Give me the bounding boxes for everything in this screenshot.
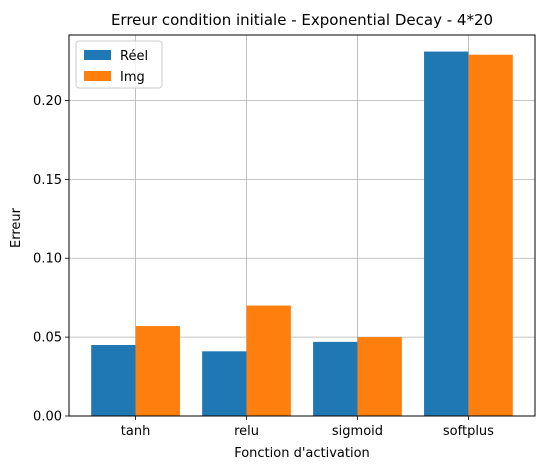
y-tick-label: 0.10: [33, 252, 62, 267]
y-tick-label: 0.00: [33, 410, 62, 425]
y-tick-label: 0.20: [33, 94, 62, 109]
legend-swatch: [84, 71, 111, 81]
x-tick-label: sigmoid: [332, 424, 383, 439]
legend: Réel Img: [75, 40, 163, 89]
y-axis: 0.00 0.05 0.10 0.15 0.20: [33, 94, 69, 425]
x-axis: tanh relu sigmoid softplus: [121, 416, 494, 439]
bar: [424, 51, 469, 416]
x-tick-label: relu: [234, 424, 259, 439]
bar: [135, 326, 180, 416]
legend-label: Img: [120, 70, 145, 85]
bar: [246, 305, 291, 416]
bar: [313, 341, 358, 416]
x-tick-label: softplus: [443, 424, 494, 439]
y-tick-label: 0.15: [33, 173, 62, 188]
legend-label: Réel: [120, 49, 148, 64]
x-tick-label: tanh: [121, 424, 151, 439]
legend-swatch: [84, 50, 111, 60]
bar: [357, 337, 402, 416]
y-tick-label: 0.05: [33, 331, 62, 346]
y-axis-label: Erreur: [9, 207, 24, 248]
bar: [202, 351, 247, 416]
bars: [91, 51, 513, 417]
x-axis-label: Fonction d'activation: [234, 446, 370, 461]
chart-title: Erreur condition initiale - Exponential …: [111, 11, 493, 29]
plot-frame: [68, 34, 536, 417]
bar: [91, 345, 136, 416]
bar: [468, 54, 513, 417]
